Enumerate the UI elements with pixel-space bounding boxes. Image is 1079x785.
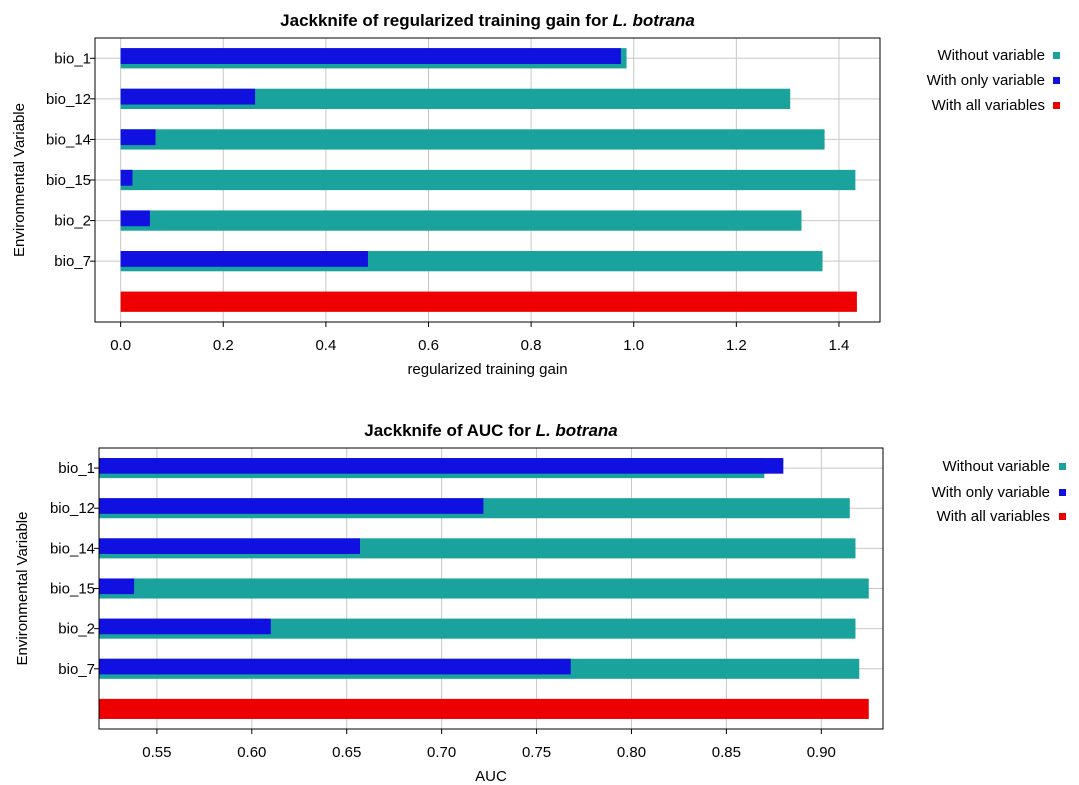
bar-without-bio_15 <box>120 169 856 191</box>
x-tick-label: 0.55 <box>142 744 171 761</box>
x-tick-label: 0.70 <box>427 744 456 761</box>
auc-chart: 0.55 0.60 0.65 0.70 0.75 0.80 0.85 0.90 bio_1bio… <box>14 421 1066 785</box>
chart-title-prefix: Jackknife of AUC for <box>364 421 535 440</box>
chart-title: Jackknife of AUC for L. botrana <box>364 421 617 440</box>
gain-chart: 0.0 0.2 0.4 0.6 0.8 1.0 1.2 1.4 bio_1 bio_12 bio_1… <box>11 11 1060 378</box>
category-label-bio_2: bio_2 <box>58 621 95 638</box>
legend-label: With only variable <box>932 484 1050 501</box>
bar-without-bio_15 <box>99 578 869 599</box>
bar-with-only-bio_12 <box>120 88 256 105</box>
category-label-bio_2: bio_2 <box>54 213 91 230</box>
category-label-bio_12: bio_12 <box>46 91 91 108</box>
bar-with-only-bio_2 <box>120 210 150 227</box>
category-label-bio_14: bio_14 <box>50 540 95 557</box>
category-label-bio_7: bio_7 <box>54 253 91 270</box>
x-axis-label: regularized training gain <box>407 361 567 378</box>
chart-title-species: L. botrana <box>536 421 618 440</box>
legend-swatch <box>1059 463 1066 470</box>
category-label-bio_15: bio_15 <box>46 172 91 189</box>
x-tick-label: 0.60 <box>237 744 266 761</box>
bar-with-only-bio_1 <box>120 48 621 64</box>
x-tick-label: 0.2 <box>213 337 234 354</box>
bar-with-only-bio_7 <box>99 658 571 675</box>
chart-title-prefix: Jackknife of regularized training gain f… <box>280 11 613 30</box>
bar-with-only-bio_7 <box>120 251 368 267</box>
bar-without-bio_2 <box>99 618 856 639</box>
x-tick-label: 1.0 <box>623 337 644 354</box>
bar-with-only-bio_15 <box>120 169 133 186</box>
legend-label: Without variable <box>937 47 1045 64</box>
y-axis-label: Environmental Variable <box>11 103 28 257</box>
x-tick-label: 0.4 <box>315 337 336 354</box>
bar-with-only-bio_12 <box>99 498 484 514</box>
plot-frame <box>94 37 881 323</box>
x-tick-label: 1.4 <box>829 337 850 354</box>
chart-title-species: L. botrana <box>613 11 695 30</box>
bar-with-only-bio_1 <box>99 458 784 474</box>
legend-swatch <box>1053 102 1060 109</box>
legend-label: Without variable <box>942 458 1050 475</box>
x-tick-label: 0.85 <box>712 744 741 761</box>
x-tick-label: 0.0 <box>110 337 131 354</box>
legend-swatch <box>1053 77 1060 84</box>
bar-without-bio_14 <box>120 129 825 150</box>
chart-title: Jackknife of regularized training gain f… <box>280 11 695 30</box>
x-tick-label: 0.8 <box>521 337 542 354</box>
x-tick-label: 0.65 <box>332 744 361 761</box>
bar-with-all <box>99 698 869 719</box>
bar-with-only-bio_14 <box>99 538 361 554</box>
category-label-bio_14: bio_14 <box>46 131 91 148</box>
category-label-bio_12: bio_12 <box>50 500 95 517</box>
category-label-bio_1: bio_1 <box>58 460 95 477</box>
bar-with-only-bio_15 <box>99 578 135 595</box>
legend-swatch <box>1059 489 1066 496</box>
x-tick-label: 0.75 <box>522 744 551 761</box>
category-label-bio_1: bio_1 <box>54 50 91 67</box>
legend-swatch <box>1053 52 1060 59</box>
x-axis-label: AUC <box>475 768 507 785</box>
x-tick-label: 1.2 <box>726 337 747 354</box>
bar-without-bio_2 <box>120 210 802 231</box>
legend-label: With all variables <box>937 508 1050 525</box>
bar-with-only-bio_2 <box>99 618 271 635</box>
x-tick-label: 0.80 <box>617 744 646 761</box>
legend-label: With only variable <box>927 72 1045 89</box>
plot-frame <box>98 447 884 730</box>
legend-swatch <box>1059 513 1066 520</box>
x-tick-label: 0.6 <box>418 337 439 354</box>
x-tick-label: 0.90 <box>807 744 836 761</box>
bar-with-all <box>120 291 857 312</box>
legend-label: With all variables <box>932 97 1045 114</box>
y-axis-label: Environmental Variable <box>14 512 31 666</box>
bar-without-bio_12 <box>120 88 791 109</box>
category-label-bio_7: bio_7 <box>58 661 95 678</box>
category-label-bio_15: bio_15 <box>50 581 95 598</box>
bar-with-only-bio_14 <box>120 129 156 146</box>
